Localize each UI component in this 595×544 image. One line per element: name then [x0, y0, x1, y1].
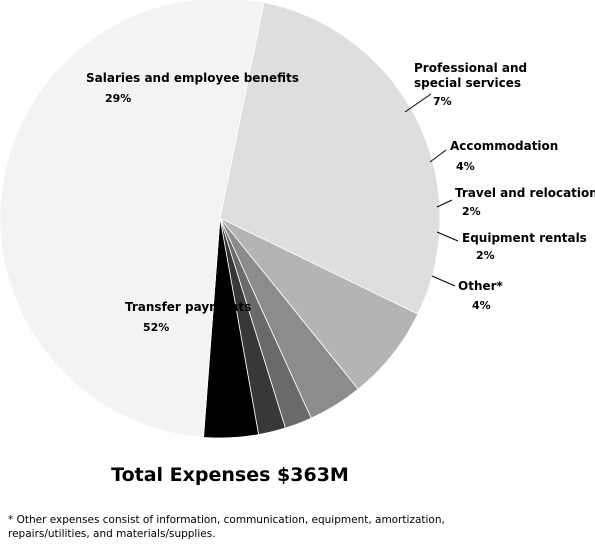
leader-line-accommodation [429, 149, 447, 163]
label-other: Other* [458, 279, 504, 293]
leader-line-travel-and-relocation [436, 199, 453, 208]
label-equipment-rentals: Equipment rentals [462, 231, 587, 245]
slice-transfer-payments [0, 0, 265, 438]
value-label-accommodation: 4% [456, 160, 475, 173]
value-label-travel-and-relocation: 2% [462, 205, 481, 218]
leader-line-other [431, 275, 456, 287]
footnote: * Other expenses consist of information,… [8, 514, 445, 540]
label-transfer-payments: Transfer payments [125, 300, 251, 314]
value-label-equipment-rentals: 2% [476, 249, 495, 262]
value-label-professional-and-special-services: 7% [433, 95, 452, 108]
label-travel-and-relocation: Travel and relocation [455, 186, 595, 200]
leader-line-equipment-rentals [436, 231, 459, 242]
label-accommodation: Accommodation [450, 139, 558, 153]
value-label-salaries-and-employee-benefits: 29% [105, 92, 131, 105]
value-label-other: 4% [472, 299, 491, 312]
pie-slices [0, 0, 441, 439]
leader-lines [404, 93, 459, 287]
leader-line-professional-and-special-services [404, 93, 432, 113]
label-salaries-and-employee-benefits: Salaries and employee benefits [86, 71, 299, 85]
slice-labels: Salaries and employee benefits 29% Profess… [86, 61, 595, 334]
value-label-transfer-payments: 52% [143, 321, 169, 334]
label-professional-and-special-services: Professional and special services [414, 61, 527, 90]
chart-title: Total Expenses $363M [111, 464, 349, 486]
slice-salaries-and-employee-benefits [219, 1, 441, 315]
